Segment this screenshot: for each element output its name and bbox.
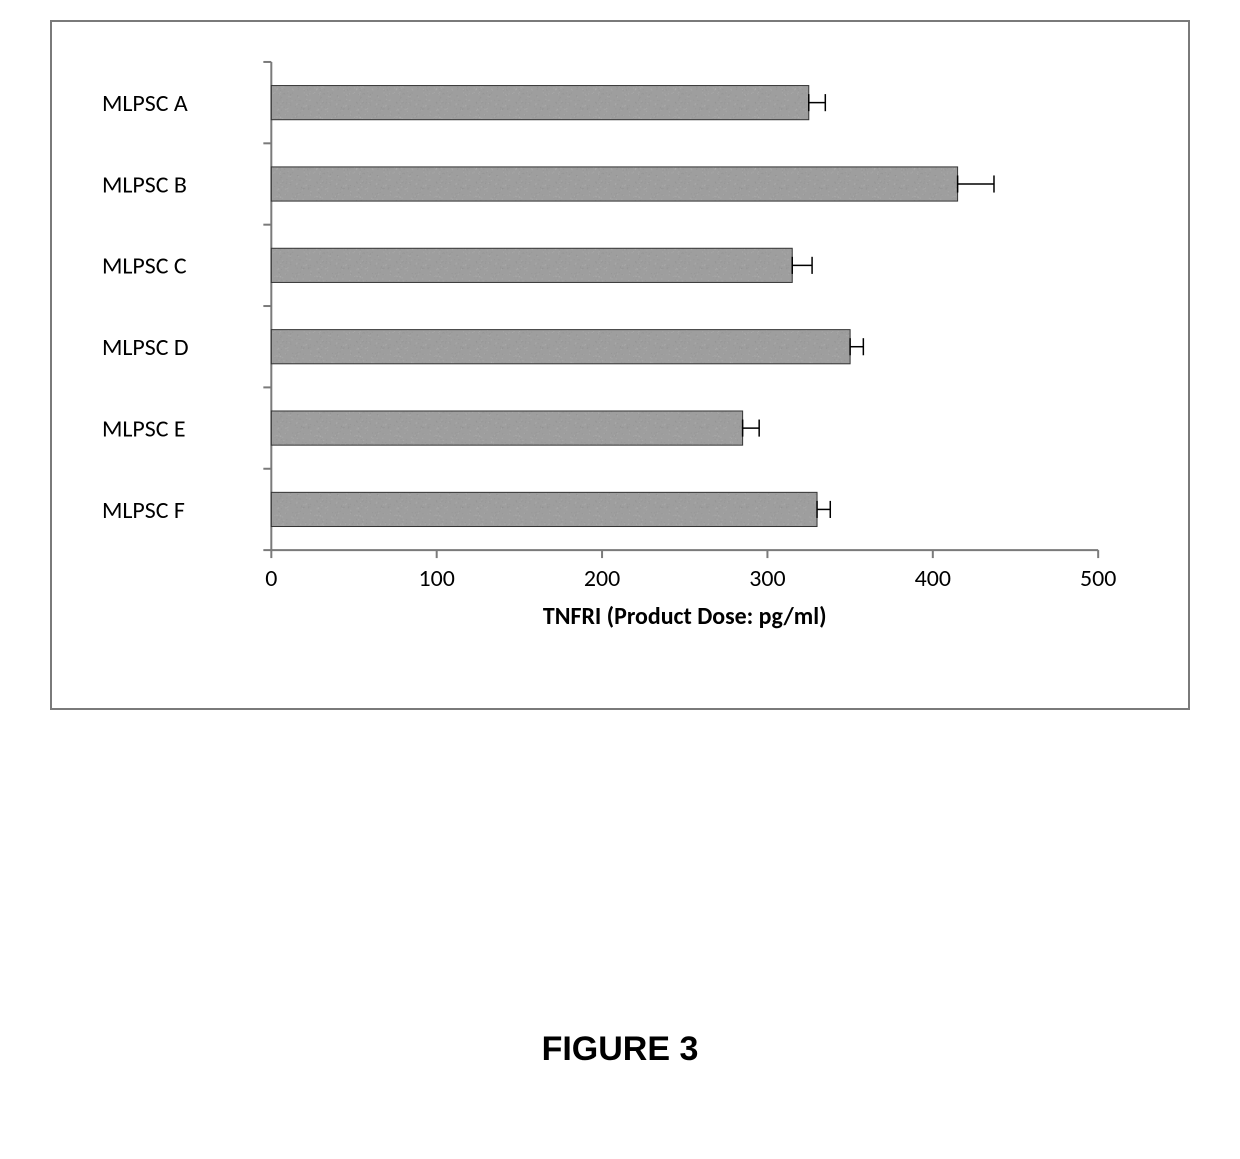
bar — [271, 167, 957, 201]
x-axis-label: TNFRI (Product Dose: pg/ml) — [543, 602, 827, 631]
page-root: MLPSC A MLPSC B MLPSC C MLPSC D MLPSC E MLPSC… — [0, 0, 1240, 1159]
chart-outer-border: MLPSC A MLPSC B MLPSC C MLPSC D MLPSC E MLPSC… — [50, 20, 1190, 710]
category-label: MLPSC C — [102, 252, 187, 281]
chart-svg: MLPSC A MLPSC B MLPSC C MLPSC D MLPSC E MLPSC… — [92, 52, 1148, 670]
figure-caption: FIGURE 3 — [0, 1030, 1240, 1069]
bar — [271, 492, 817, 526]
category-label: MLPSC B — [102, 170, 187, 199]
chart-inner: MLPSC A MLPSC B MLPSC C MLPSC D MLPSC E MLPSC… — [92, 52, 1148, 668]
x-tick-label: 100 — [419, 564, 455, 593]
bar — [271, 86, 808, 120]
x-tick-label: 200 — [584, 564, 620, 593]
x-tick-label: 0 — [265, 564, 277, 593]
x-tick-label: 500 — [1080, 564, 1116, 593]
category-label: MLPSC E — [102, 414, 186, 443]
x-tick-label: 300 — [749, 564, 785, 593]
bar — [271, 248, 792, 282]
category-label: MLPSC F — [102, 496, 185, 525]
bar — [271, 330, 850, 364]
bar — [271, 411, 742, 445]
x-tick-label: 400 — [915, 564, 951, 593]
category-label: MLPSC A — [102, 89, 188, 118]
category-label: MLPSC D — [102, 333, 189, 362]
